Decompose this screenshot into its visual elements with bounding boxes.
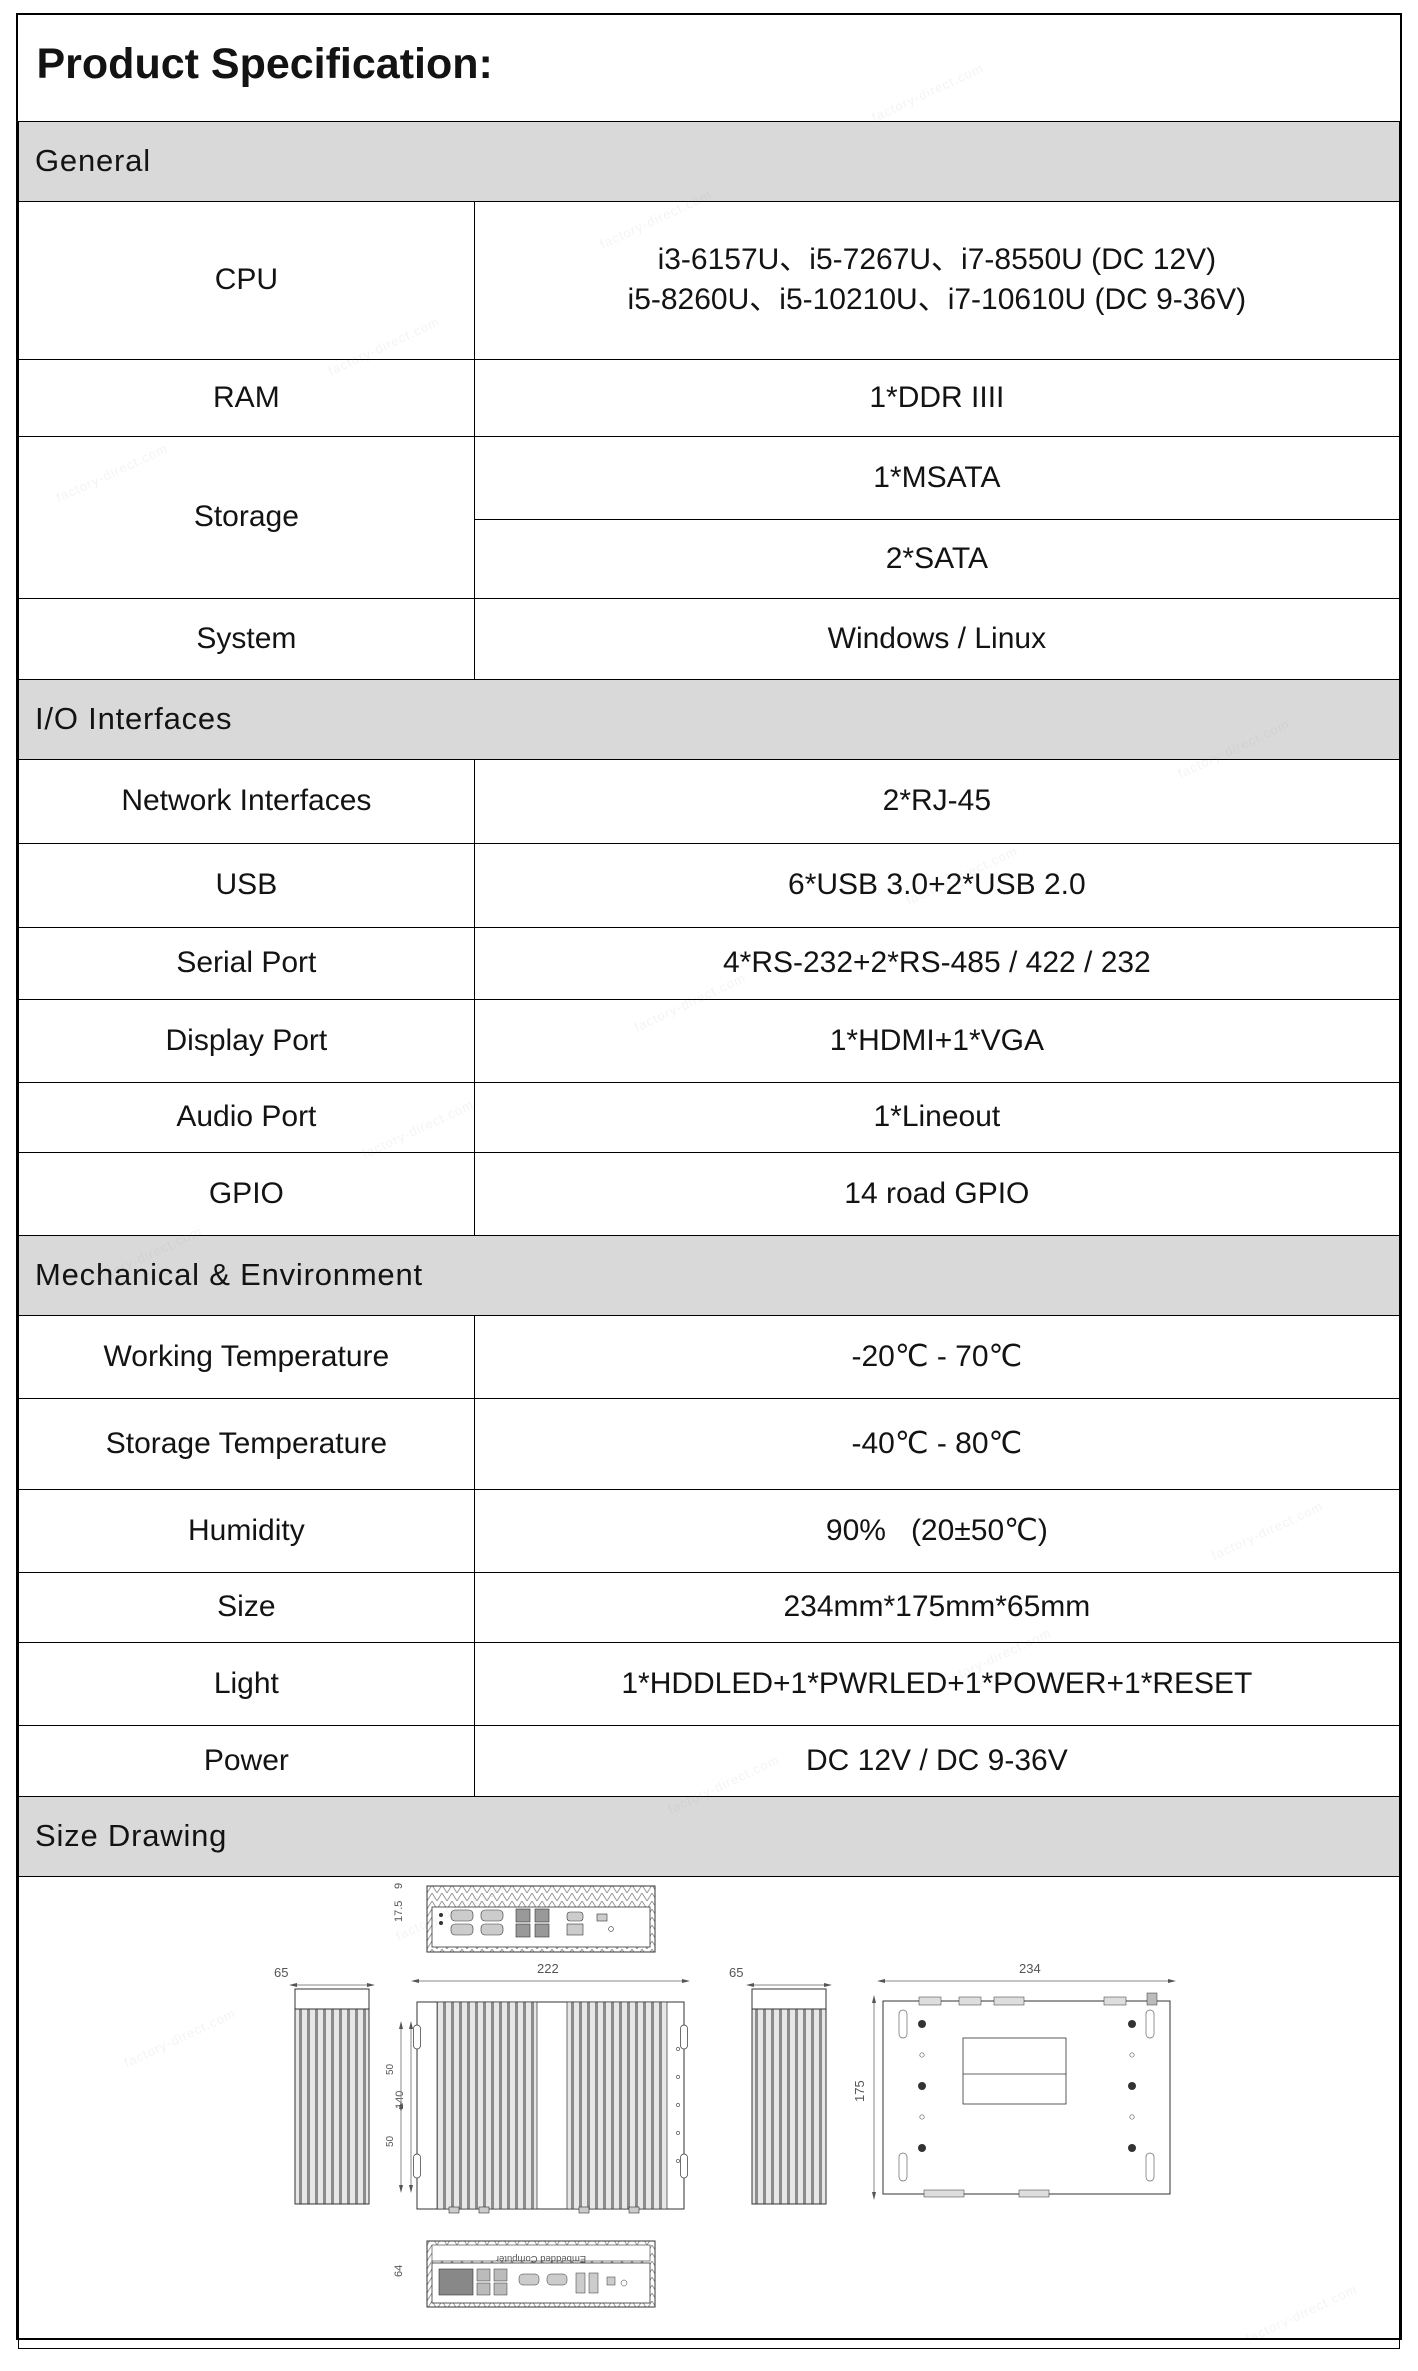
svg-text:65: 65	[729, 1965, 743, 1980]
svg-text:234: 234	[1019, 1961, 1041, 1976]
svg-text:65: 65	[274, 1965, 288, 1980]
svg-text:64: 64	[393, 2264, 405, 2276]
svg-text:140: 140	[394, 2090, 406, 2108]
svg-text:50: 50	[385, 2135, 396, 2147]
svg-text:9: 9	[393, 1882, 405, 1888]
svg-text:Embedded Computer: Embedded Computer	[496, 2253, 586, 2264]
svg-text:17.5: 17.5	[393, 1900, 405, 1921]
svg-text:222: 222	[537, 1961, 559, 1976]
svg-text:175: 175	[852, 2080, 867, 2102]
svg-text:50: 50	[385, 2063, 396, 2075]
